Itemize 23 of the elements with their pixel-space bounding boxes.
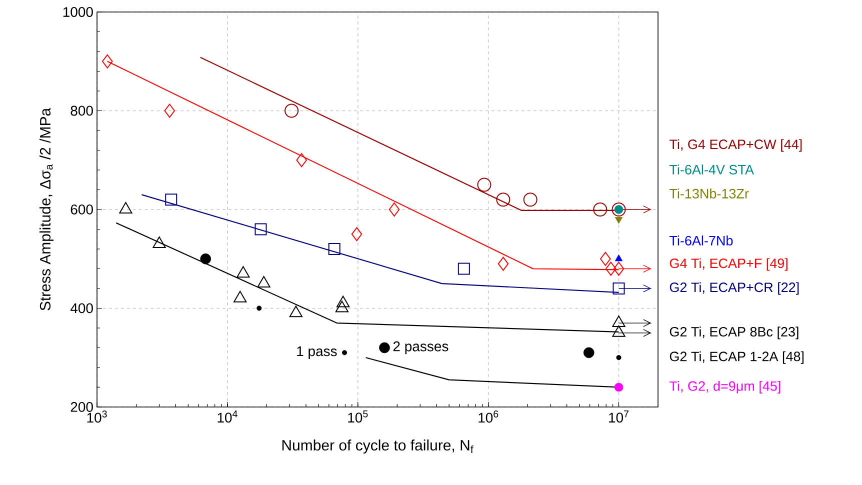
x-tick-label: 10$^{6}$ [478,410,498,423]
legend-label: G2 Ti, ECAP 8Bc [23] [670,326,798,340]
y-tick-label: 800 [70,106,93,116]
text: Ti, G4 ECAP+CW [44] [670,139,802,152]
y-axis-title: Stress Amplitude, Δσ$_{a}$ /2 /MPa [40,108,54,310]
text: Ti, G2, d=9μm [45] [670,380,780,394]
annotation: 2 passes [393,341,448,354]
x-axis-title: Number of cycle to failure, N$_{f}$ [282,440,474,454]
y-tick-label: 200 [70,402,93,412]
x-tick-label: 10$^{7}$ [609,410,629,423]
annotation: 1 pass [297,346,337,359]
legend-label: G4 Ti, ECAP+F [49] [670,258,788,271]
text: Ti-6Al-4V STA [670,164,754,174]
x-tick-label: 10$^{5}$ [348,410,368,423]
y-tick-label: 400 [70,303,93,314]
x-tick-label: 10$^{3}$ [87,410,107,423]
y-tick-label: 1000 [63,7,93,17]
x-tick-label: 10$^{4}$ [218,410,238,423]
text: Ti-6Al-7Nb [670,236,733,246]
text: G2 Ti, ECAP 1-2A [48] [670,351,804,364]
text: Ti-13Nb-13Zr [670,188,749,198]
legend-label: G2 Ti, ECAP+CR [22] [670,282,799,295]
y-tick-label: 600 [70,204,93,214]
